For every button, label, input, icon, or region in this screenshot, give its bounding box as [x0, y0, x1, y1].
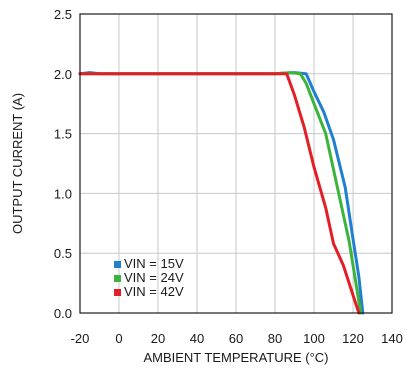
x-tick-label: 20	[151, 331, 165, 346]
x-axis-title: AMBIENT TEMPERATURE (°C)	[143, 350, 328, 365]
x-tick-label: 140	[381, 331, 403, 346]
y-tick-labels: 0.0 0.5 1.0 1.5 2.0 2.5	[54, 7, 72, 321]
x-tick-label: 120	[342, 331, 364, 346]
x-tick-label: 0	[115, 331, 122, 346]
y-tick-label: 2.5	[54, 7, 72, 22]
x-tick-label: 40	[190, 331, 204, 346]
legend-label: VIN = 15V	[124, 256, 184, 271]
plot-frame	[79, 13, 393, 314]
y-tick-label: 1.5	[54, 127, 72, 142]
legend-label: VIN = 42V	[124, 284, 184, 299]
x-tick-labels: -20 0 20 40 60 80 100 120 140	[71, 331, 403, 346]
y-tick-label: 0.5	[54, 246, 72, 261]
series-line-2	[78, 71, 363, 315]
legend-swatch	[114, 275, 121, 282]
y-tick-label: 1.0	[54, 186, 72, 201]
series-line-3	[78, 72, 361, 315]
x-tick-label: 100	[303, 331, 325, 346]
legend-swatch	[114, 261, 121, 268]
x-tick-label: -20	[71, 331, 90, 346]
y-axis-title: OUTPUT CURRENT (A)	[10, 93, 25, 234]
y-tick-label: 2.0	[54, 67, 72, 82]
y-tick-label: 0.0	[54, 306, 72, 321]
x-tick-label: 60	[229, 331, 243, 346]
legend-label: VIN = 24V	[124, 270, 184, 285]
x-tick-label: 80	[268, 331, 282, 346]
series-lines	[78, 71, 365, 315]
legend-swatch	[114, 289, 121, 296]
